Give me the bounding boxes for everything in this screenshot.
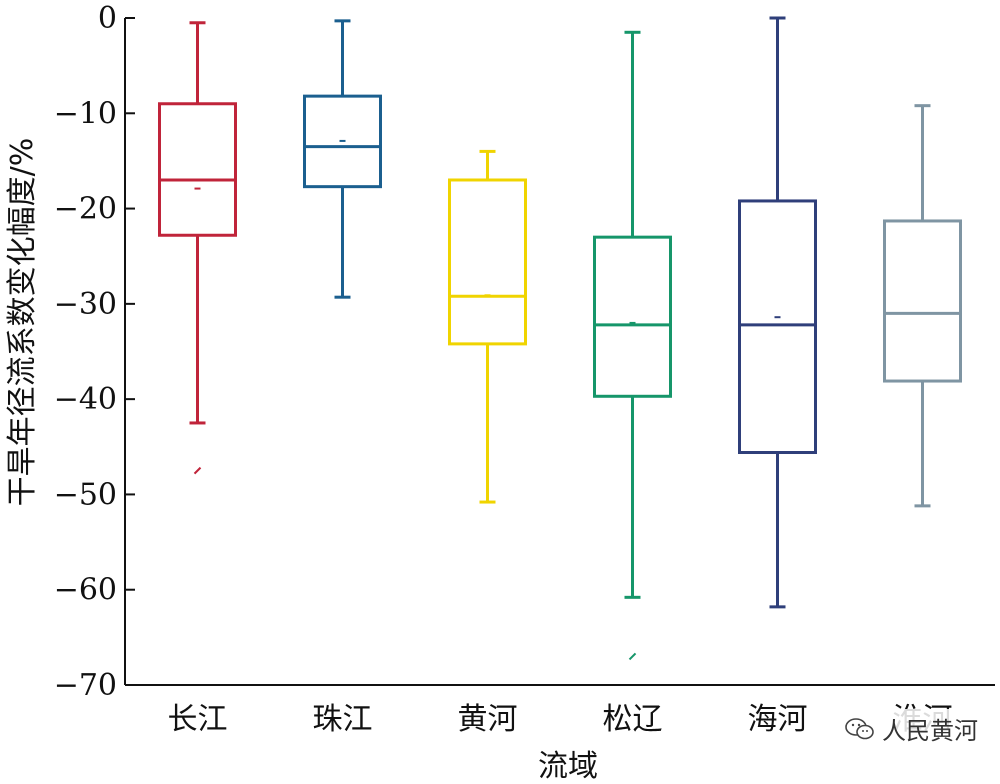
- box-iqr: [448, 178, 527, 346]
- y-axis-title: 干旱年径流系数变化幅度/%: [5, 138, 40, 507]
- x-category-label: 松辽: [603, 702, 663, 737]
- y-tick-label: −20: [54, 192, 117, 227]
- y-tick-label: −40: [54, 382, 117, 417]
- y-tick-label: −60: [54, 573, 117, 608]
- watermark-text: 人民黄河: [882, 717, 978, 745]
- box-5: [738, 16, 817, 609]
- y-tick-label: 0: [98, 1, 117, 36]
- x-category-label: 海河: [748, 702, 808, 737]
- x-category-label: 长江: [168, 702, 228, 737]
- boxes: [158, 16, 962, 661]
- y-tick-label: −70: [54, 668, 117, 703]
- box-4: [593, 30, 672, 661]
- x-axis-title: 流域: [538, 749, 598, 784]
- axes: [124, 18, 995, 686]
- box-2: [303, 19, 382, 299]
- box-iqr: [738, 199, 817, 455]
- watermark: 人民黄河: [840, 709, 982, 748]
- box-3: [448, 149, 527, 504]
- outlier-point: [193, 466, 202, 475]
- box-6: [883, 104, 962, 508]
- x-category-label: 黄河: [458, 702, 518, 737]
- box-iqr: [593, 235, 672, 398]
- y-tick-label: −30: [54, 287, 117, 322]
- wechat-icon: [845, 717, 874, 739]
- box-iqr: [883, 219, 962, 383]
- x-category-labels: 长江珠江黄河松辽海河淮河: [168, 702, 953, 737]
- y-ticks: 0 −10 −20 −30 −40 −50 −60 −70: [54, 1, 135, 703]
- box-1: [158, 21, 237, 475]
- y-tick-label: −10: [54, 96, 117, 131]
- box-iqr: [303, 94, 382, 189]
- box-iqr: [158, 102, 237, 237]
- x-category-label: 珠江: [313, 702, 373, 737]
- outlier-point: [628, 652, 637, 661]
- y-tick-label: −50: [54, 477, 117, 512]
